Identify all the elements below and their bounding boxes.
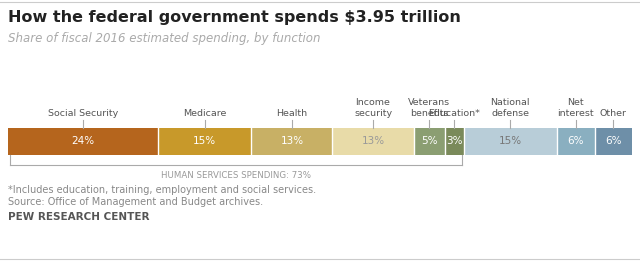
Text: Education*: Education* [428, 109, 480, 118]
Text: 6%: 6% [605, 137, 621, 146]
Bar [445, 128, 463, 155]
Text: Net
interest: Net interest [557, 98, 594, 118]
Bar [463, 128, 557, 155]
Text: 15%: 15% [499, 137, 522, 146]
Text: Social Security: Social Security [48, 109, 118, 118]
Text: National
defense: National defense [491, 98, 530, 118]
Text: 13%: 13% [362, 137, 385, 146]
Bar [413, 128, 445, 155]
Text: Share of fiscal 2016 estimated spending, by function: Share of fiscal 2016 estimated spending,… [8, 32, 321, 45]
Text: 6%: 6% [568, 137, 584, 146]
Text: Veterans
benefits: Veterans benefits [408, 98, 451, 118]
Text: Other: Other [600, 109, 627, 118]
Text: How the federal government spends $3.95 trillion: How the federal government spends $3.95 … [8, 10, 461, 25]
Bar [252, 128, 333, 155]
Text: Source: Office of Management and Budget archives.: Source: Office of Management and Budget … [8, 197, 263, 207]
Text: 13%: 13% [280, 137, 303, 146]
Text: 3%: 3% [446, 137, 463, 146]
Bar [557, 128, 595, 155]
Bar [333, 128, 413, 155]
Text: Health: Health [276, 109, 307, 118]
Text: HUMAN SERVICES SPENDING: 73%: HUMAN SERVICES SPENDING: 73% [161, 171, 311, 180]
Bar [595, 128, 632, 155]
Text: Income
security: Income security [354, 98, 392, 118]
Text: 24%: 24% [71, 137, 95, 146]
Bar [157, 128, 252, 155]
Text: 15%: 15% [193, 137, 216, 146]
Text: Medicare: Medicare [183, 109, 227, 118]
Text: *Includes education, training, employment and social services.: *Includes education, training, employmen… [8, 185, 316, 195]
Bar [8, 128, 157, 155]
Text: PEW RESEARCH CENTER: PEW RESEARCH CENTER [8, 212, 150, 222]
Text: 5%: 5% [421, 137, 438, 146]
